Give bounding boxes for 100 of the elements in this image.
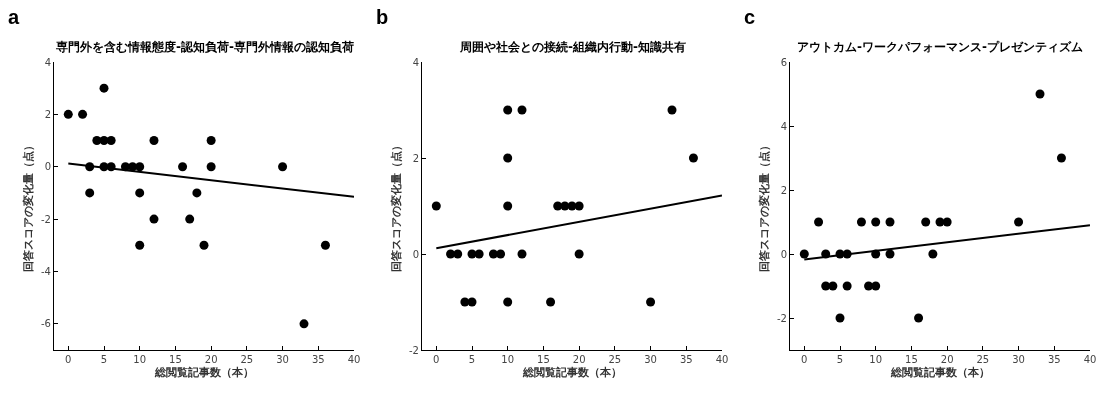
x-tick-label: 15 xyxy=(905,354,918,365)
chart-title: アウトカム‐ワークパフォーマンス‐プレゼンティズム xyxy=(797,40,1083,54)
y-tick-label: 4 xyxy=(44,56,51,68)
y-tick-label: 2 xyxy=(44,108,51,120)
point xyxy=(63,109,73,119)
x-tick-label: 5 xyxy=(836,354,844,365)
y-tick-label: -4 xyxy=(41,265,51,277)
x-tick-label: 40 xyxy=(715,354,729,365)
x-tick-label: 20 xyxy=(204,354,218,365)
point xyxy=(799,249,809,259)
point xyxy=(574,201,584,211)
point xyxy=(1035,89,1045,99)
point xyxy=(135,188,145,198)
x-tick-label: 30 xyxy=(1012,354,1025,365)
x-tick-label: 35 xyxy=(311,354,325,365)
y-axis-title: 回答スコアの変化量（点） xyxy=(757,140,771,272)
x-tick-label: 5 xyxy=(468,354,476,365)
text: a xyxy=(8,6,20,28)
point xyxy=(149,136,159,146)
point xyxy=(149,214,159,224)
x-tick-label: 0 xyxy=(801,354,808,365)
y-tick-label: -2 xyxy=(409,344,419,356)
x-tick-label: 10 xyxy=(869,354,883,365)
point xyxy=(206,162,216,172)
point xyxy=(885,217,895,227)
point xyxy=(85,188,95,198)
point xyxy=(474,249,484,259)
point xyxy=(178,162,188,172)
x-tick-label: 15 xyxy=(169,354,182,365)
y-tick-label: -6 xyxy=(41,318,51,330)
point xyxy=(835,313,845,323)
x-axis-title: 総閲覧記事数（本） xyxy=(521,366,622,380)
point xyxy=(546,297,556,307)
y-tick-label: 4 xyxy=(412,56,419,68)
point xyxy=(467,297,477,307)
x-tick-label: 10 xyxy=(133,354,147,365)
point xyxy=(871,281,881,291)
point xyxy=(885,249,895,259)
point xyxy=(199,240,209,250)
x-tick-label: 20 xyxy=(940,354,954,365)
point xyxy=(942,217,952,227)
point xyxy=(517,249,527,259)
x-tick-label: 25 xyxy=(976,354,990,365)
point xyxy=(431,201,441,211)
x-tick-label: 0 xyxy=(433,354,440,365)
point xyxy=(814,217,824,227)
point xyxy=(299,319,309,329)
point xyxy=(574,249,584,259)
x-tick-label: 0 xyxy=(65,354,72,365)
y-tick-label: 2 xyxy=(412,152,419,164)
y-tick-label: 0 xyxy=(412,248,419,260)
x-axis-title: 総閲覧記事数（本） xyxy=(153,366,254,380)
point xyxy=(206,136,216,146)
y-tick-label: 4 xyxy=(780,120,787,132)
x-tick-label: 20 xyxy=(572,354,586,365)
point xyxy=(320,240,330,250)
point xyxy=(78,109,88,119)
point xyxy=(688,153,698,163)
point xyxy=(856,217,866,227)
point xyxy=(667,105,677,115)
point xyxy=(517,105,527,115)
y-tick-label: -2 xyxy=(777,312,787,324)
point xyxy=(646,297,656,307)
point xyxy=(1056,153,1066,163)
chart-title: 専門外を含む情報態度‐認知負荷‐専門外情報の認知負荷 xyxy=(55,40,354,54)
text: b xyxy=(376,6,389,28)
text: c xyxy=(744,6,756,28)
y-axis-title: 回答スコアの変化量（点） xyxy=(389,140,403,272)
x-tick-label: 5 xyxy=(100,354,108,365)
y-axis-title: 回答スコアの変化量（点） xyxy=(21,140,35,272)
x-tick-label: 35 xyxy=(679,354,693,365)
point xyxy=(871,217,881,227)
y-tick-label: 6 xyxy=(780,56,787,68)
point xyxy=(842,281,852,291)
point xyxy=(453,249,463,259)
point xyxy=(106,136,116,146)
x-axis-title: 総閲覧記事数（本） xyxy=(889,366,990,380)
x-tick-label: 30 xyxy=(276,354,289,365)
y-tick-label: 0 xyxy=(780,248,787,260)
x-tick-label: 10 xyxy=(501,354,515,365)
point xyxy=(135,240,145,250)
x-tick-label: 25 xyxy=(240,354,254,365)
chart-title: 周囲や社会との接続‐組織内行動‐知識共有 xyxy=(459,40,686,54)
point xyxy=(503,105,513,115)
point xyxy=(278,162,288,172)
x-tick-label: 40 xyxy=(347,354,361,365)
point xyxy=(185,214,195,224)
x-tick-label: 15 xyxy=(537,354,550,365)
x-tick-label: 30 xyxy=(644,354,657,365)
y-tick-label: 2 xyxy=(780,184,787,196)
y-tick-label: -2 xyxy=(41,213,51,225)
x-tick-label: 40 xyxy=(1083,354,1097,365)
point xyxy=(503,297,513,307)
point xyxy=(914,313,924,323)
point xyxy=(921,217,931,227)
point xyxy=(496,249,506,259)
x-tick-label: 35 xyxy=(1047,354,1061,365)
point xyxy=(99,83,109,93)
point xyxy=(828,281,838,291)
point xyxy=(192,188,202,198)
